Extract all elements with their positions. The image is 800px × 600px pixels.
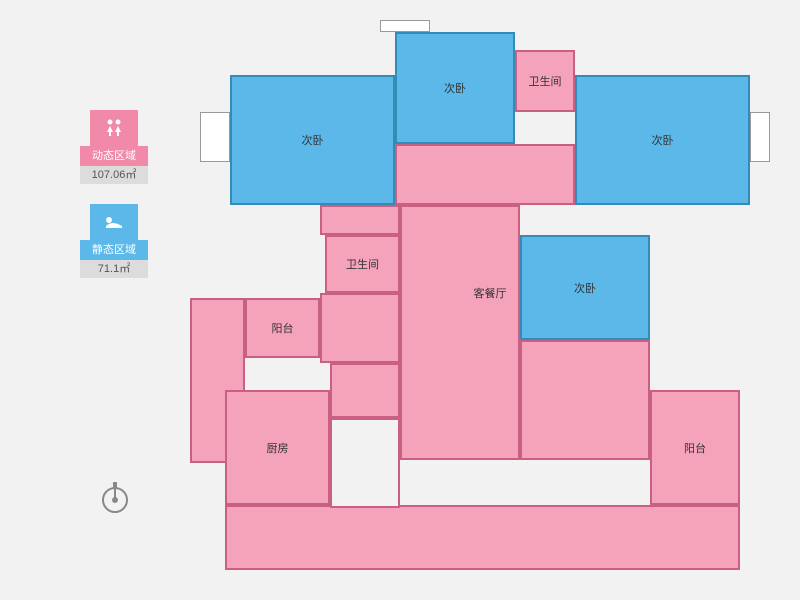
room-area	[225, 505, 740, 570]
room-label: 阳台	[684, 440, 706, 456]
exterior-balcony	[750, 112, 770, 162]
room-阳台: 阳台	[245, 298, 320, 358]
legend-static: 静态区域 71.1㎡	[80, 204, 148, 278]
room-label: 次卧	[302, 132, 324, 148]
void-area	[330, 418, 400, 508]
room-label: 次卧	[652, 132, 674, 148]
room-阳台: 阳台	[650, 390, 740, 505]
room-label: 阳台	[272, 320, 294, 336]
room-area	[320, 293, 400, 363]
room-area	[330, 363, 400, 418]
exterior-balcony	[380, 20, 430, 32]
room-label: 厨房	[267, 440, 289, 456]
legend-static-label: 静态区域	[80, 240, 148, 260]
room-次卧: 次卧	[395, 32, 515, 144]
room-次卧: 次卧	[230, 75, 395, 205]
room-厨房: 厨房	[225, 390, 330, 505]
room-卫生间: 卫生间	[515, 50, 575, 112]
room-次卧: 次卧	[575, 75, 750, 205]
room-label: 卫生间	[529, 73, 562, 89]
rest-icon	[90, 204, 138, 240]
legend-static-value: 71.1㎡	[80, 260, 148, 278]
room-卫生间: 卫生间	[325, 235, 400, 293]
room-客餐厅: 客餐厅	[400, 205, 520, 460]
room-label: 次卧	[444, 80, 466, 96]
legend-dynamic: 动态区域 107.06㎡	[80, 110, 148, 184]
people-icon	[90, 110, 138, 146]
room-area	[395, 144, 575, 205]
room-label: 卫生间	[346, 256, 379, 272]
floorplan: 次卧次卧卫生间次卧卫生间次卧阳台客餐厅厨房阳台	[190, 20, 770, 580]
room-次卧: 次卧	[520, 235, 650, 340]
compass-icon	[100, 480, 130, 510]
room-area	[320, 205, 400, 235]
room-label: 次卧	[574, 280, 596, 296]
legend-dynamic-label: 动态区域	[80, 146, 148, 166]
exterior-balcony	[200, 112, 230, 162]
room-label: 客餐厅	[474, 285, 507, 301]
legend-dynamic-value: 107.06㎡	[80, 166, 148, 184]
legend: 动态区域 107.06㎡ 静态区域 71.1㎡	[80, 110, 148, 298]
room-area	[520, 340, 650, 460]
